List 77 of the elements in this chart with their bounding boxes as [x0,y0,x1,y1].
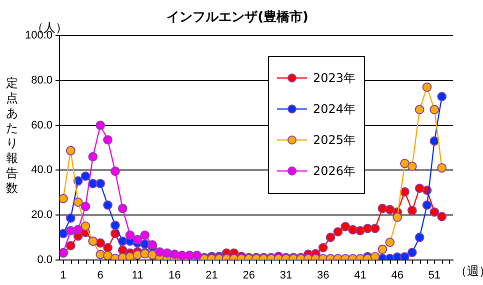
point [60,194,68,204]
point [103,242,112,252]
point [140,230,150,240]
point [414,104,424,114]
point [125,252,135,260]
point [437,163,447,173]
x-tick-label: 1 [60,269,66,282]
point [132,234,142,244]
text: （週） [455,264,483,278]
point [66,213,76,223]
x-tick-label: 41 [354,269,366,282]
point [318,242,328,252]
point [430,104,440,114]
x-tick-label: 11 [132,269,144,282]
point [414,232,424,242]
point [378,244,388,254]
point [103,250,112,260]
point [110,166,120,176]
x-tick-label: 26 [242,269,255,282]
point [422,82,432,92]
point [348,225,358,234]
point [125,230,135,240]
x-tick-label: 51 [428,269,441,282]
x-tick-label: 46 [391,269,404,282]
point [96,178,106,188]
point [407,206,417,216]
point [88,152,98,162]
point [437,92,447,102]
y-tick-label: 60.0 [31,119,53,132]
point [385,238,395,248]
point [370,224,380,234]
x-tick-label: 21 [206,269,218,282]
point [60,228,68,238]
point [80,202,90,212]
point [333,227,343,236]
point [80,171,90,181]
legend-label: 2024年 [313,100,356,118]
point [73,197,83,207]
point [73,224,83,234]
point [400,158,410,168]
y-tick-label: 0.0 [37,254,53,266]
point [103,135,112,145]
point [392,252,402,260]
chart-title: インフルエンザ(豊橋市) [166,9,308,26]
x-tick-label: 16 [168,269,181,282]
point [118,204,128,214]
legend-label: 2025年 [313,132,356,149]
point [430,136,440,146]
y-axis-title: 定点あたり報告数 [5,76,19,196]
point [414,184,424,193]
point [422,200,432,210]
y-tick-label: 40.0 [31,164,53,176]
point [392,212,402,222]
point [80,221,90,231]
point [430,207,440,217]
point [170,249,180,259]
point [407,162,417,172]
point [66,240,76,250]
x-tick-label: 36 [316,269,330,282]
point [326,232,336,242]
legend-label: 2026年 [313,162,356,180]
point [385,204,395,214]
y-tick-label: 80.0 [31,74,53,86]
point [340,222,350,232]
point [103,200,112,210]
point [66,146,76,156]
point [96,120,106,130]
x-tick-label: 31 [280,269,292,282]
point [407,248,417,258]
x-tick-label: 6 [97,269,104,282]
point [356,226,365,236]
point [437,212,447,222]
point [400,252,410,260]
y-tick-label: 20.0 [31,208,53,221]
legend-label: 2023年 [313,70,356,87]
point [110,220,120,230]
point [400,187,410,197]
